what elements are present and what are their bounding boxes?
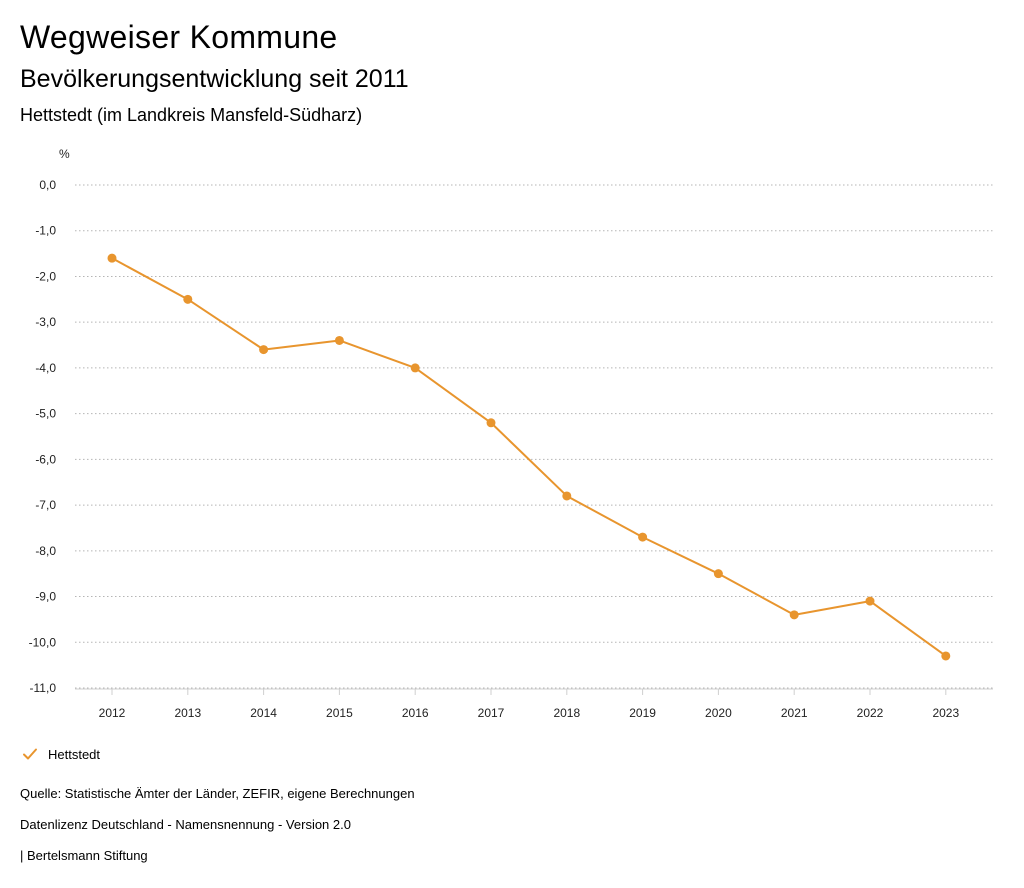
data-point[interactable]	[713, 569, 723, 579]
source-note: Quelle: Statistische Ämter der Länder, Z…	[20, 786, 415, 801]
data-point[interactable]	[638, 532, 648, 542]
y-axis-unit-label: %	[59, 147, 70, 161]
page-title: Wegweiser Kommune	[20, 19, 338, 55]
x-tick-label: 2023	[932, 706, 959, 720]
y-tick-label: -7,0	[35, 498, 56, 512]
y-tick-label: -5,0	[35, 407, 56, 421]
x-tick-label: 2022	[857, 706, 884, 720]
x-tick-label: 2017	[478, 706, 505, 720]
chart-subtitle: Bevölkerungsentwicklung seit 2011	[20, 65, 409, 93]
y-tick-label: -3,0	[35, 315, 56, 329]
y-tick-label: 0,0	[39, 178, 56, 192]
y-tick-label: -9,0	[35, 590, 56, 604]
license-note: Datenlizenz Deutschland - Namensnennung …	[20, 817, 351, 832]
data-point[interactable]	[865, 596, 875, 606]
data-point[interactable]	[259, 345, 269, 355]
data-point[interactable]	[334, 335, 344, 345]
data-point[interactable]	[410, 363, 420, 373]
series-hettstedt[interactable]	[107, 253, 951, 661]
data-point[interactable]	[789, 610, 799, 620]
y-tick-label: -6,0	[35, 452, 56, 466]
legend-label: Hettstedt	[48, 746, 101, 762]
x-tick-label: 2018	[553, 706, 580, 720]
y-tick-label: -10,0	[29, 635, 57, 649]
y-tick-label: -11,0	[30, 681, 57, 695]
x-tick-label: 2013	[174, 706, 201, 720]
series-line	[111, 257, 947, 657]
x-tick-label: 2012	[99, 706, 126, 720]
x-tick-label: 2019	[629, 706, 656, 720]
data-point[interactable]	[107, 253, 117, 263]
y-tick-label: -4,0	[35, 361, 56, 375]
x-tick-label: 2014	[250, 706, 277, 720]
publisher-note: | Bertelsmann Stiftung	[20, 848, 148, 863]
y-tick-label: -8,0	[35, 544, 56, 558]
data-point[interactable]	[562, 491, 572, 501]
y-tick-label: -1,0	[35, 224, 56, 238]
checkmark-icon	[23, 748, 37, 760]
grid-lines	[75, 184, 993, 689]
data-point[interactable]	[486, 418, 496, 428]
x-tick-label: 2021	[781, 706, 808, 720]
y-axis-ticks: 0,0 -1,0 -2,0 -3,0 -4,0 -5,0 -6,0 -7,0 -8,0 -9,0 -…	[29, 178, 57, 695]
data-point[interactable]	[941, 651, 951, 661]
x-tick-label: 2016	[402, 706, 429, 720]
x-tick-label: 2015	[326, 706, 353, 720]
x-tick-label: 2020	[705, 706, 732, 720]
data-point[interactable]	[183, 294, 193, 304]
x-axis-ticks: 2012 2013 2014 2015 2016 2017 2018 2019 2020 2021…	[99, 689, 959, 720]
legend-item-hettstedt[interactable]: Hettstedt	[22, 744, 100, 764]
line-chart: % 0,0 -1,0 -2,0 -3,0 -4,0 -5,0 -6,0 -7,0 -8,0 -9,…	[29, 147, 993, 720]
region-label: Hettstedt (im Landkreis Mansfeld-Südharz…	[20, 105, 363, 125]
y-tick-label: -2,0	[35, 269, 56, 283]
